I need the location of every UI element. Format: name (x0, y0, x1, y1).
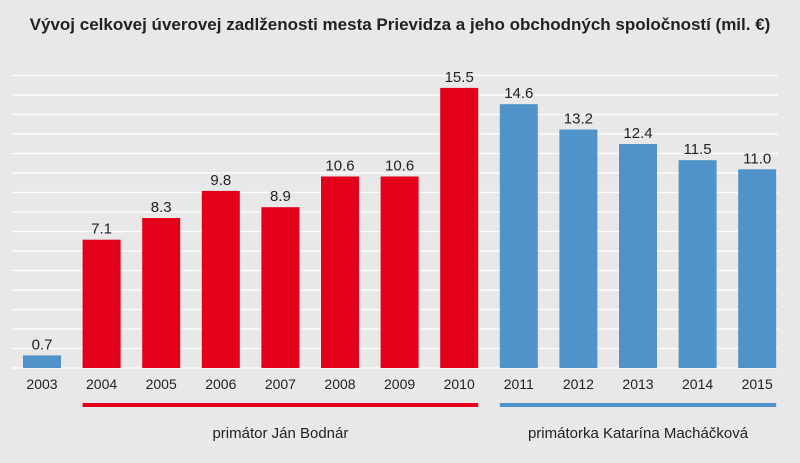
value-label-2003: 0.7 (32, 336, 53, 353)
group-label-1: primátor Ján Bodnár (212, 425, 348, 442)
bar-2005 (142, 218, 181, 368)
value-label-2008: 10.6 (325, 158, 354, 175)
bar-2008 (321, 176, 359, 368)
bar-2006 (201, 190, 240, 368)
value-label-2004: 7.1 (91, 221, 112, 238)
mayor-groups: primátor Ján Bodnár primátorka Katarína M… (82, 403, 777, 442)
chart-title: Vývoj celkovej úverovej zadlženosti mest… (30, 15, 771, 34)
x-tick-2009: 2009 (384, 376, 415, 392)
x-tick-2011: 2011 (504, 376, 534, 392)
value-label-2006: 9.8 (210, 172, 231, 189)
x-tick-2008: 2008 (324, 376, 355, 392)
value-label-2007: 8.9 (270, 188, 291, 205)
value-label-2015: 11.0 (743, 150, 771, 167)
bar-2004 (82, 239, 121, 368)
x-tick-2014: 2014 (682, 376, 713, 392)
x-tick-labels: 2003 2004 2005 2006 2007 2008 2009 2010 2011 2012… (26, 376, 773, 392)
x-tick-2006: 2006 (205, 376, 236, 392)
value-label-2013: 12.4 (623, 125, 652, 142)
group-bar-2 (499, 403, 777, 407)
group-bar-1 (82, 403, 479, 407)
bar-2003 (23, 355, 61, 368)
value-label-2014: 11.5 (684, 141, 712, 158)
x-tick-2007: 2007 (265, 376, 296, 392)
value-label-2009: 10.6 (385, 158, 414, 175)
x-tick-2010: 2010 (444, 376, 475, 392)
x-tick-2004: 2004 (86, 376, 117, 392)
bar-2011 (499, 104, 538, 368)
value-label-2011: 14.6 (504, 85, 533, 102)
bar-2007 (261, 207, 300, 368)
x-tick-2015: 2015 (742, 376, 773, 392)
x-tick-2012: 2012 (563, 376, 594, 392)
value-label-2012: 13.2 (564, 111, 593, 128)
bar-2009 (380, 176, 419, 368)
bar-2010 (440, 87, 479, 369)
x-tick-2003: 2003 (26, 376, 57, 392)
bar-2012 (559, 129, 598, 368)
group-label-2: primátorka Katarína Macháčková (528, 425, 749, 442)
value-label-2010: 15.5 (445, 69, 474, 86)
value-labels: 0.7 7.1 8.3 9.8 8.9 10.6 10.6 15.5 14.6 13.2 12.4 1… (32, 69, 772, 353)
bar-2015 (738, 169, 777, 368)
bar-2013 (619, 144, 657, 368)
value-label-2005: 8.3 (151, 199, 172, 216)
x-tick-2013: 2013 (622, 376, 653, 392)
x-tick-2005: 2005 (146, 376, 177, 392)
bars (23, 87, 777, 369)
bar-2014 (678, 160, 717, 368)
